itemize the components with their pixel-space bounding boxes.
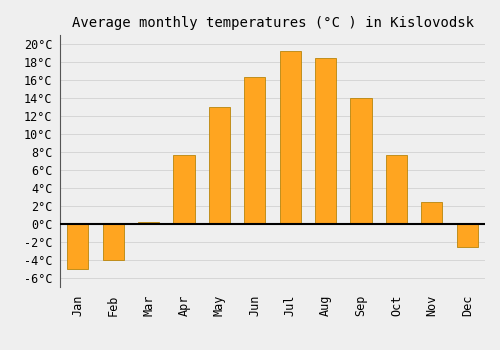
- Bar: [174, 155, 195, 224]
- Bar: [209, 107, 230, 224]
- Bar: [280, 51, 301, 224]
- Bar: [421, 202, 442, 224]
- Title: Average monthly temperatures (°C ) in Kislovodsk: Average monthly temperatures (°C ) in Ki…: [72, 16, 473, 30]
- Bar: [138, 222, 159, 224]
- Bar: [315, 57, 336, 224]
- Bar: [67, 224, 88, 269]
- Bar: [456, 224, 478, 246]
- Bar: [386, 155, 407, 224]
- Bar: [102, 224, 124, 260]
- Bar: [350, 98, 372, 224]
- Bar: [244, 77, 266, 224]
